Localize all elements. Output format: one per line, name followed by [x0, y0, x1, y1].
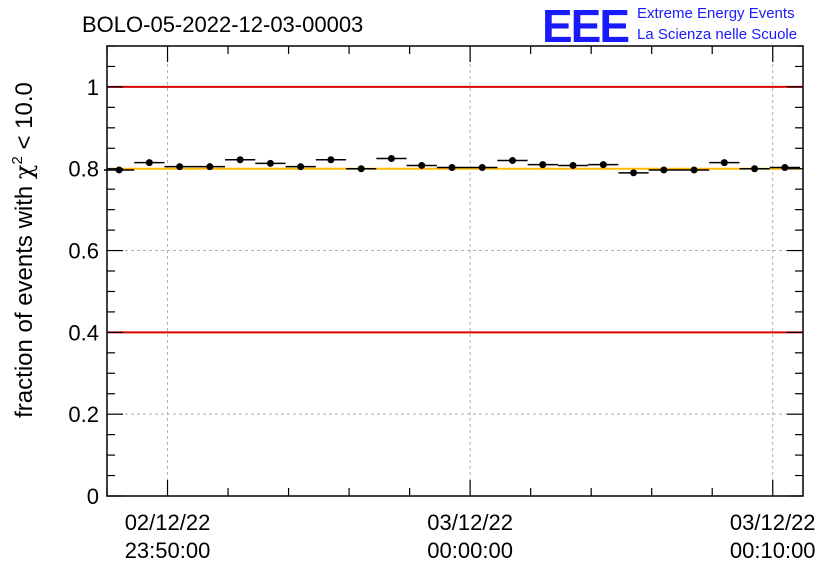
data-point [387, 155, 395, 162]
data-points [103, 155, 800, 177]
y-axis-label-sup: 2 [9, 156, 26, 164]
eee-logo-line1: Extreme Energy Events [637, 5, 795, 22]
x-tick-label-date: 03/12/22 [427, 510, 513, 535]
data-point [327, 156, 335, 164]
data-point [781, 164, 789, 171]
y-tick-label: 0.6 [68, 239, 99, 264]
chart-title: BOLO-05-2022-12-03-00003 [82, 12, 363, 37]
data-point [418, 161, 426, 169]
tick-labels: 0 0.2 0.4 0.6 0.8 1 02/12/22 23:50:00 03/12/22 00… [68, 75, 815, 563]
y-tick-label: 0.2 [68, 402, 99, 427]
data-point [206, 163, 214, 171]
y-axis-label-rest: < 10.0 [11, 82, 38, 156]
y-axis-label: fraction of events with χ2 < 10.0 [9, 82, 38, 418]
x-tick-label-time: 00:00:00 [427, 538, 513, 563]
eee-logo-letters: EEE [542, 0, 628, 52]
data-point [297, 163, 305, 171]
data-point [176, 163, 184, 171]
data-point [720, 159, 728, 167]
y-axis-label-text: fraction of events with [11, 179, 38, 418]
data-point [751, 165, 759, 173]
data-point [690, 166, 698, 174]
x-tick-label-date: 03/12/22 [730, 510, 816, 535]
data-point [599, 161, 607, 169]
y-tick-label: 0 [87, 484, 99, 509]
x-tick-label-time: 00:10:00 [730, 538, 816, 563]
data-point [539, 161, 547, 169]
data-point [145, 159, 153, 167]
data-point [266, 159, 274, 167]
data-point [115, 166, 123, 174]
plot-frame [106, 45, 804, 497]
y-tick-label: 0.4 [68, 320, 99, 345]
data-point [660, 166, 668, 174]
eee-logo: EEE Extreme Energy Events La Scienza nel… [542, 0, 797, 52]
x-tick-label-date: 02/12/22 [125, 510, 211, 535]
data-point [569, 161, 577, 169]
data-point [478, 164, 486, 171]
data-point [630, 169, 638, 177]
y-tick-label: 0.8 [68, 157, 99, 182]
y-tick-label: 1 [87, 75, 99, 100]
reference-lines [107, 85, 803, 334]
data-point [508, 157, 516, 165]
data-point [236, 156, 244, 164]
eee-logo-line2: La Scienza nelle Scuole [637, 26, 797, 43]
axis-ticks [106, 45, 803, 497]
y-axis-label-chi: χ [10, 164, 38, 179]
x-tick-label-time: 23:50:00 [125, 538, 211, 563]
grid [107, 46, 803, 497]
data-point [357, 165, 365, 173]
data-point [448, 164, 456, 171]
